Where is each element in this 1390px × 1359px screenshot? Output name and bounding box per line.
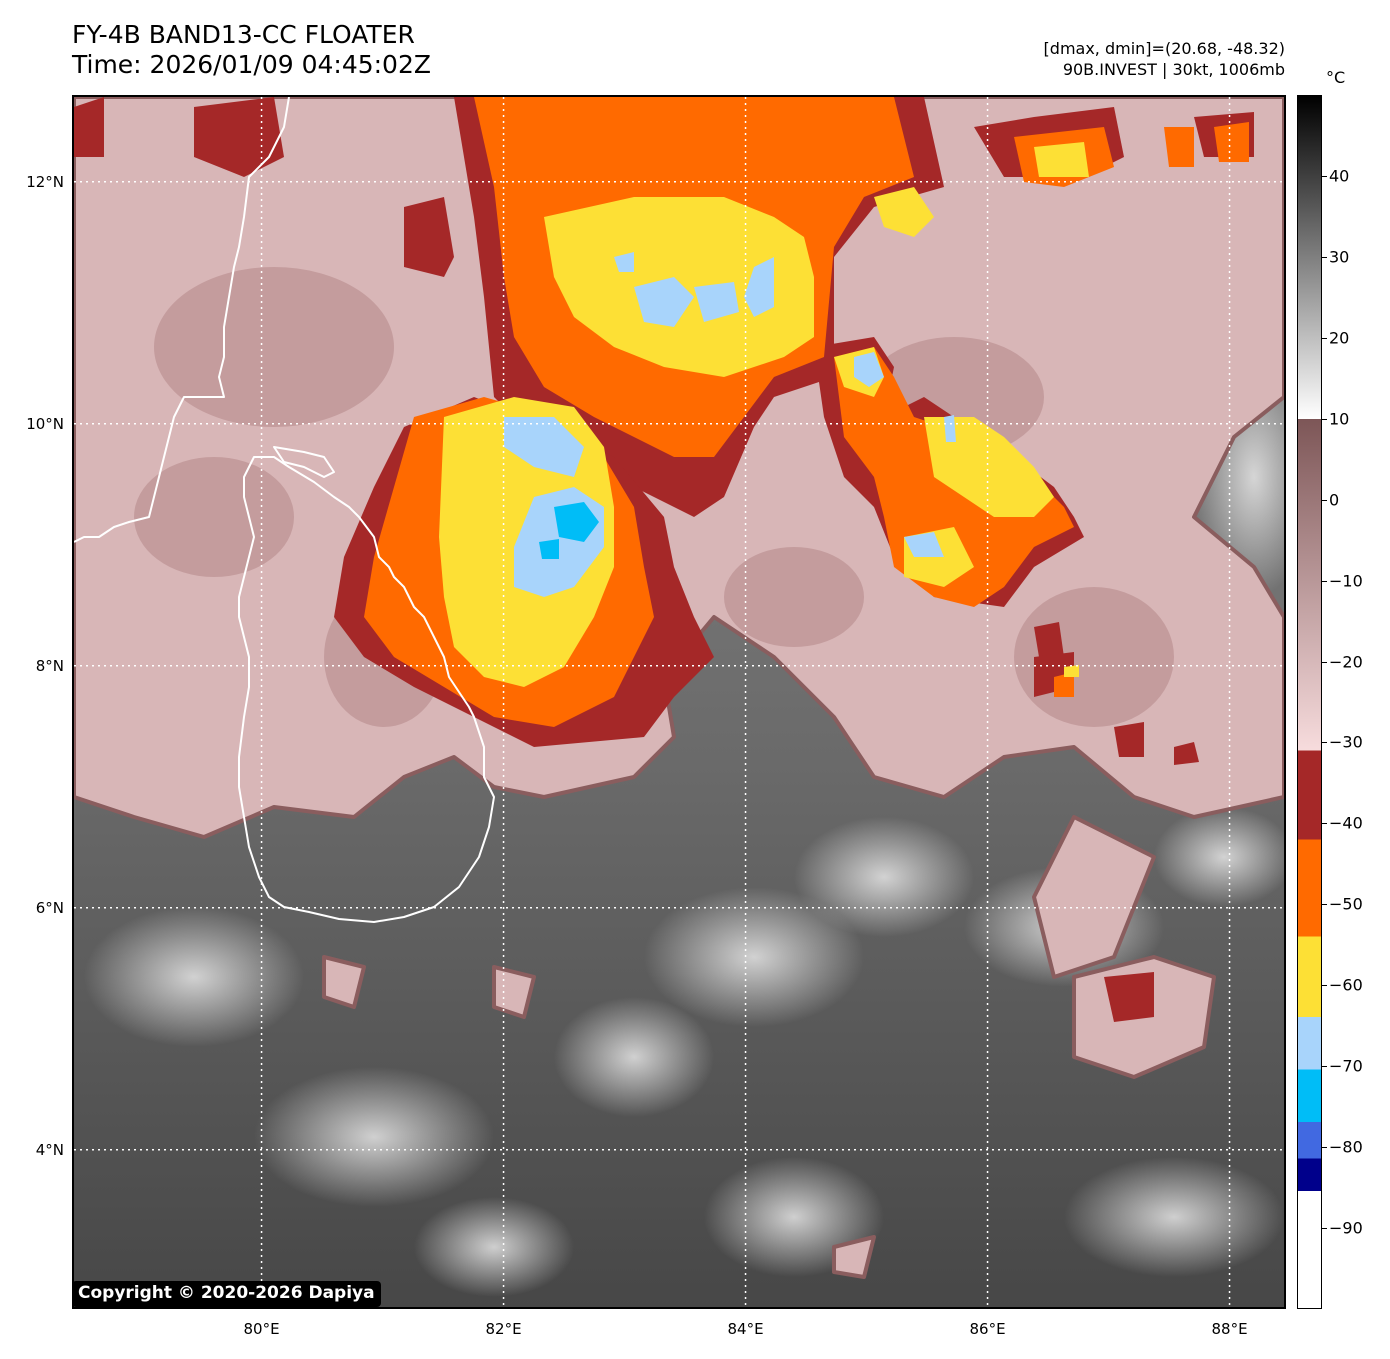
colorbar-tick-mark-6	[1322, 661, 1327, 663]
colorbar-tick-label-10: −60	[1329, 975, 1363, 995]
colorbar-tick-label-13: −90	[1329, 1218, 1363, 1238]
colorbar-tick-mark-9	[1322, 904, 1327, 906]
colorbar-tick-mark-7	[1322, 742, 1327, 744]
chart-title: FY-4B BAND13-CC FLOATER Time: 2026/01/09…	[72, 20, 431, 80]
copyright-badge: Copyright © 2020-2026 Dapiya	[72, 1281, 381, 1307]
map-canvas	[74, 97, 1284, 1307]
title-line-1: FY-4B BAND13-CC FLOATER	[72, 20, 415, 49]
colorbar-tick-label-4: 0	[1329, 490, 1340, 510]
colorbar-tick-label-11: −70	[1329, 1056, 1363, 1076]
colorbar-tick-mark-13	[1322, 1228, 1327, 1230]
colorbar-tick-label-9: −50	[1329, 894, 1363, 914]
lat-label-1: 10°N	[26, 414, 64, 433]
lon-label-0: 80°E	[243, 1320, 280, 1338]
colorbar-tick-label-0: 40	[1329, 166, 1350, 186]
colorbar-tick-mark-10	[1322, 985, 1327, 987]
colorbar-tick-mark-1	[1322, 256, 1327, 258]
lon-label-3: 86°E	[969, 1320, 1006, 1338]
colorbar-unit: °C	[1326, 68, 1346, 87]
colorbar-tick-label-12: −80	[1329, 1137, 1363, 1157]
colorbar-tick-mark-3	[1322, 418, 1327, 420]
colorbar-tick-mark-11	[1322, 1066, 1327, 1068]
data-range-text: [dmax, dmin]=(20.68, -48.32)	[1043, 39, 1285, 58]
colorbar-tick-mark-5	[1322, 580, 1327, 582]
colorbar-tick-mark-0	[1322, 175, 1327, 177]
colorbar-tick-label-1: 30	[1329, 247, 1350, 267]
colorbar-tick-mark-12	[1322, 1147, 1327, 1149]
colorbar-tick-label-2: 20	[1329, 328, 1350, 348]
colorbar-tick-label-8: −40	[1329, 813, 1363, 833]
lat-label-4: 4°N	[35, 1140, 64, 1159]
lon-label-4: 88°E	[1211, 1320, 1248, 1338]
lat-label-0: 12°N	[26, 172, 64, 191]
colorbar	[1297, 95, 1322, 1309]
lat-label-2: 8°N	[35, 656, 64, 675]
coastline	[74, 97, 495, 923]
colorbar-tick-label-6: −20	[1329, 652, 1363, 672]
lon-label-1: 82°E	[485, 1320, 522, 1338]
lon-label-2: 84°E	[727, 1320, 764, 1338]
colorbar-tick-mark-8	[1322, 823, 1327, 825]
colorbar-tick-label-5: −10	[1329, 571, 1363, 591]
colorbar-tick-mark-4	[1322, 499, 1327, 501]
storm-info: [dmax, dmin]=(20.68, -48.32) 90B.INVEST …	[1044, 38, 1285, 80]
lat-lon-grid	[74, 97, 1284, 1307]
colorbar-tick-mark-2	[1322, 337, 1327, 339]
cyan-cloud-layer	[539, 502, 599, 559]
satellite-map[interactable]	[72, 95, 1286, 1309]
colorbar-tick-label-7: −30	[1329, 732, 1363, 752]
title-line-2: Time: 2026/01/09 04:45:02Z	[72, 50, 431, 79]
colorbar-tick-label-3: 10	[1329, 409, 1350, 429]
storm-status-text: 90B.INVEST | 30kt, 1006mb	[1062, 60, 1285, 79]
lat-label-3: 6°N	[35, 898, 64, 917]
